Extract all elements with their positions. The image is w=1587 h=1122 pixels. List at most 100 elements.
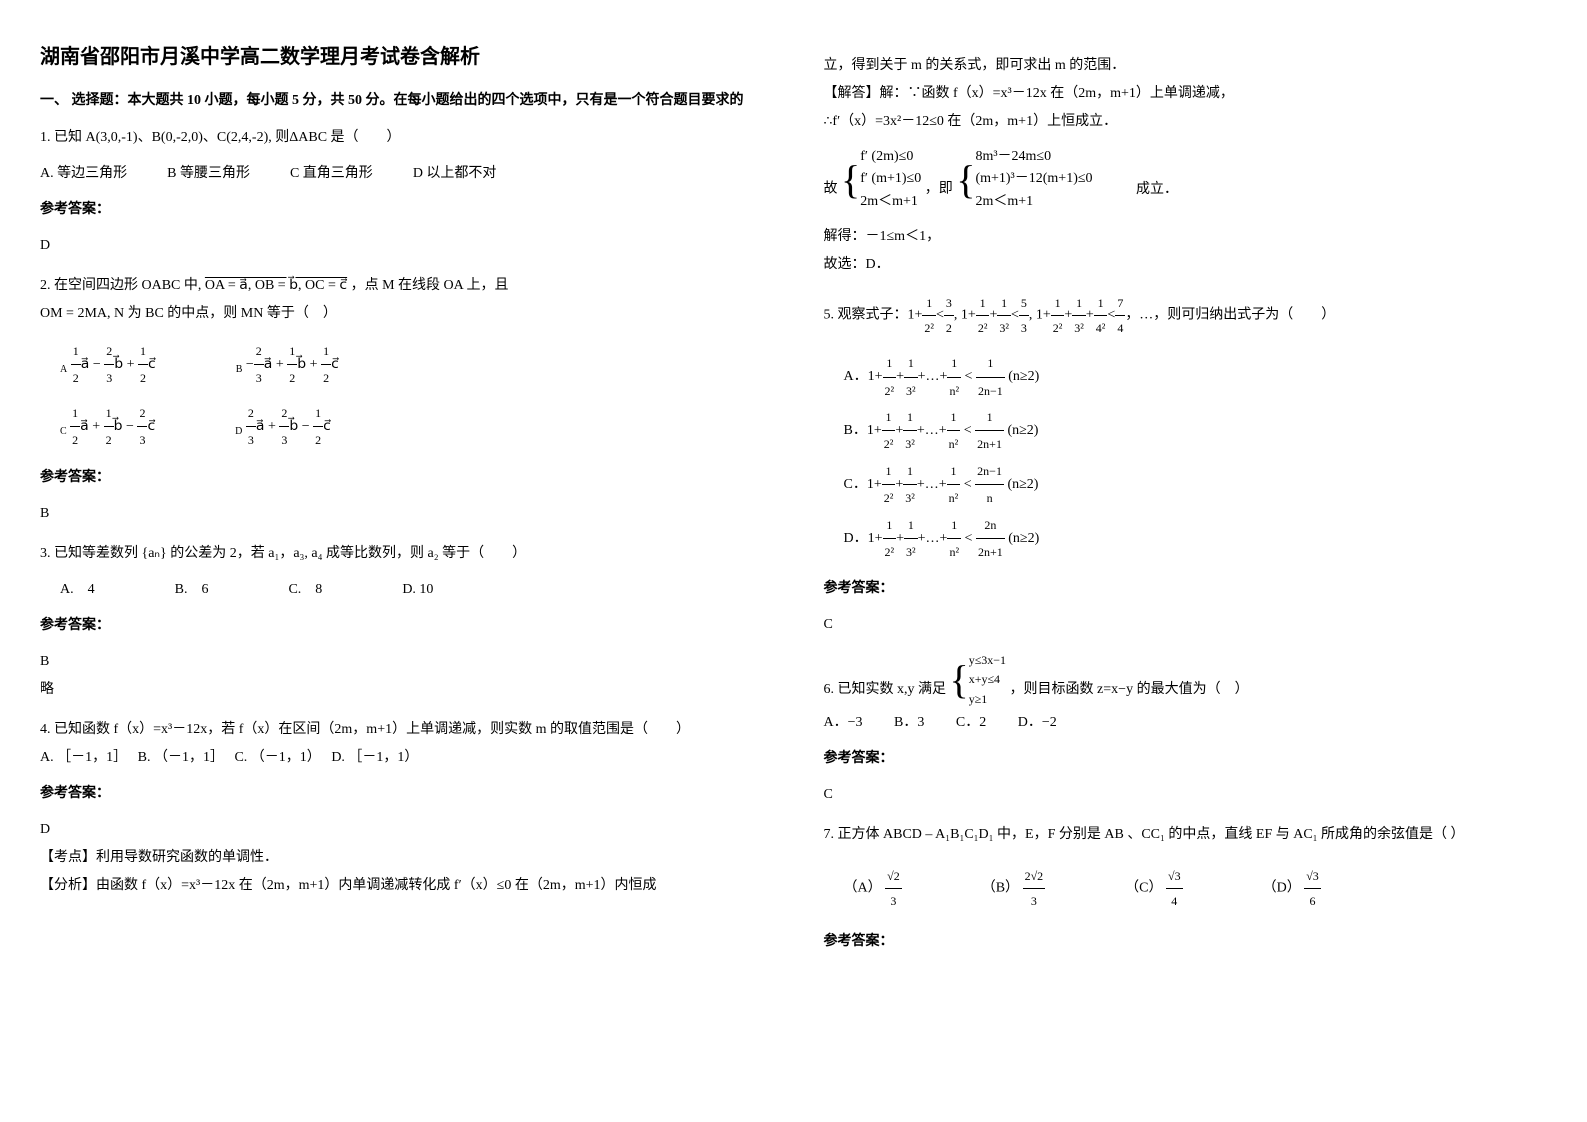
brace-icon: { bbox=[841, 160, 860, 200]
q4-b2-l3: 2m＜m+1 bbox=[975, 191, 1092, 213]
q7-optC-label: （C） bbox=[1125, 881, 1162, 896]
q6-answer-label: 参考答案： bbox=[824, 745, 1548, 773]
q3-optD: D. 10 bbox=[402, 576, 433, 604]
q4-b2-l2: (m+1)³－12(m+1)≤0 bbox=[975, 168, 1092, 190]
q1-answer: D bbox=[40, 232, 764, 260]
q7-answer-label: 参考答案： bbox=[824, 928, 1548, 956]
q4-answer-label: 参考答案： bbox=[40, 780, 764, 808]
q4-prefix: 故 bbox=[824, 182, 838, 197]
q4-c2-l5: 解得：－1≤m＜1， bbox=[824, 223, 1548, 251]
q3-options: A. 4 B. 6 C. 8 D. 10 bbox=[60, 576, 764, 604]
q4-b1-l2: f′ (m+1)≤0 bbox=[860, 168, 921, 190]
q2-stem-line2: OM = 2MA, N 为 BC 的中点，则 MN 等于（ ） bbox=[40, 300, 764, 328]
q4-brace-row: 故 { f′ (2m)≤0 f′ (m+1)≤0 2m＜m+1 ，即 { 8m³… bbox=[824, 146, 1548, 213]
q7-optD-label: （D） bbox=[1263, 881, 1301, 896]
q4-stem: 4. 已知函数 f（x）=x³－12x，若 f（x）在区间（2m，m+1）上单调… bbox=[40, 716, 764, 744]
q2-optA-label: A bbox=[60, 364, 67, 375]
q2-optB: B −23a⃗ + 12b⃗ + 12c⃗ bbox=[236, 338, 339, 392]
q6-prefix: 6. 已知实数 x,y 满足 bbox=[824, 682, 947, 697]
q7-optC: （C） √34 bbox=[1125, 864, 1182, 913]
q4-optA: A. ［－1，1］ bbox=[40, 750, 120, 765]
q4-c2-l1: 立，得到关于 m 的关系式，即可求出 m 的范围． bbox=[824, 52, 1548, 80]
q5-stem: 5. 观察式子：1+12²<32, 1+12²+13²<53, 1+12²+13… bbox=[824, 291, 1548, 340]
q1-optB: B 等腰三角形 bbox=[167, 160, 250, 188]
q2-optB-label: B bbox=[236, 364, 243, 375]
q3-note: 略 bbox=[40, 676, 764, 704]
q1-stem: 1. 已知 A(3,0,-1)、B(0,-2,0)、C(2,4,-2), 则ΔA… bbox=[40, 124, 764, 152]
q2-prefix: 2. 在空间四边形 OABC 中, bbox=[40, 278, 205, 293]
q3-stem: 3. 已知等差数列 {aₙ} 的公差为 2，若 a₁，a₃, a₄ 成等比数列，… bbox=[40, 540, 764, 568]
q6-suffix: ，则目标函数 z=x−y 的最大值为（ ） bbox=[1010, 682, 1249, 697]
q7-optA: （A） √23 bbox=[844, 864, 902, 913]
brace-icon: { bbox=[956, 160, 975, 200]
q4-brace1: f′ (2m)≤0 f′ (m+1)≤0 2m＜m+1 bbox=[860, 146, 921, 213]
q6-optD: D．−2 bbox=[1018, 715, 1057, 730]
q4-options: A. ［－1，1］ B. （－1，1］ C. （－1，1） D. ［－1，1） bbox=[40, 744, 764, 772]
q4-analysis-label: 【考点】利用导数研究函数的单调性． bbox=[40, 844, 764, 872]
question-4: 4. 已知函数 f（x）=x³－12x，若 f（x）在区间（2m，m+1）上单调… bbox=[40, 716, 764, 900]
brace-icon: { bbox=[950, 660, 969, 700]
q2-optC-label: C bbox=[60, 426, 67, 437]
q1-optD: D 以上都不对 bbox=[413, 160, 497, 188]
question-6: 6. 已知实数 x,y 满足 { y≤3x−1 x+y≤4 y≥1 ，则目标函数… bbox=[824, 651, 1548, 809]
q2-optD-label: D bbox=[235, 426, 242, 437]
question-5: 5. 观察式子：1+12²<32, 1+12²+13²<53, 1+12²+13… bbox=[824, 291, 1548, 639]
q6-b-l3: y≥1 bbox=[969, 690, 1006, 709]
q6-optA: A．−3 bbox=[824, 715, 863, 730]
q7-optB: （B） 2√23 bbox=[982, 864, 1045, 913]
q5-optB: B．1+12²+13²+…+1n² < 12n+1 (n≥2) bbox=[844, 404, 1528, 458]
q6-options: A．−3 B．3 C．2 D．−2 bbox=[824, 709, 1548, 737]
q2-optD: D 23a⃗ + 23b⃗ − 12c⃗ bbox=[235, 400, 331, 454]
q5-optC: C．1+12²+13²+…+1n² < 2n−1n (n≥2) bbox=[844, 458, 1528, 512]
q2-suffix: ，点 M 在线段 OA 上，且 bbox=[351, 278, 509, 293]
section1-header: 一、 选择题：本大题共 10 小题，每小题 5 分，共 50 分。在每小题给出的… bbox=[40, 89, 764, 109]
q3-optC: C. 8 bbox=[288, 576, 322, 604]
q7-optA-label: （A） bbox=[844, 881, 882, 896]
q6-stem: 6. 已知实数 x,y 满足 { y≤3x−1 x+y≤4 y≥1 ，则目标函数… bbox=[824, 651, 1548, 709]
q2-optA: A 12a⃗ − 23b⃗ + 12c⃗ bbox=[60, 338, 156, 392]
q5-optD: D．1+12²+13²+…+1n² < 2n2n+1 (n≥2) bbox=[844, 512, 1528, 566]
q6-b-l1: y≤3x−1 bbox=[969, 651, 1006, 670]
q4-b1-l1: f′ (2m)≤0 bbox=[860, 146, 921, 168]
question-1: 1. 已知 A(3,0,-1)、B(0,-2,0)、C(2,4,-2), 则ΔA… bbox=[40, 124, 764, 260]
q1-optA: A. 等边三角形 bbox=[40, 160, 127, 188]
q3-answer: B bbox=[40, 648, 764, 676]
q6-optC: C．2 bbox=[956, 715, 986, 730]
q6-optB: B．3 bbox=[894, 715, 924, 730]
q4-optD: D. ［－1，1） bbox=[331, 750, 418, 765]
q5-answer: C bbox=[824, 611, 1548, 639]
page-title: 湖南省邵阳市月溪中学高二数学理月考试卷含解析 bbox=[40, 40, 764, 69]
q2-stem-line1: 2. 在空间四边形 OABC 中, OA = a⃗, OB = b⃗, OC =… bbox=[40, 272, 764, 300]
q6-b-l2: x+y≤4 bbox=[969, 670, 1006, 689]
q3-optB: B. 6 bbox=[175, 576, 209, 604]
q3-answer-label: 参考答案： bbox=[40, 612, 764, 640]
q4-c2-l3: ∴f′（x）=3x²－12≤0 在（2m，m+1）上恒成立． bbox=[824, 108, 1548, 136]
q1-optC: C 直角三角形 bbox=[290, 160, 373, 188]
question-4-cont: 立，得到关于 m 的关系式，即可求出 m 的范围． 【解答】解：∵函数 f（x）… bbox=[824, 52, 1548, 279]
q2-answer-label: 参考答案： bbox=[40, 464, 764, 492]
q1-options: A. 等边三角形 B 等腰三角形 C 直角三角形 D 以上都不对 bbox=[40, 160, 764, 188]
q5-optA: A．1+12²+13²+…+1n² < 12n−1 (n≥2) bbox=[844, 350, 1528, 404]
q6-answer: C bbox=[824, 781, 1548, 809]
q7-stem: 7. 正方体 ABCD – A₁B₁C₁D₁ 中，E，F 分别是 AB 、CC₁… bbox=[824, 821, 1548, 849]
q4-suffix2: 成立． bbox=[1136, 182, 1178, 197]
q4-c2-l2: 【解答】解：∵函数 f（x）=x³－12x 在（2m，m+1）上单调递减， bbox=[824, 80, 1548, 108]
q4-b2-l1: 8m³－24m≤0 bbox=[975, 146, 1092, 168]
q4-mid: ，即 bbox=[925, 182, 953, 197]
q4-c2-l6: 故选：D． bbox=[824, 251, 1548, 279]
q1-answer-label: 参考答案： bbox=[40, 196, 764, 224]
q6-brace: y≤3x−1 x+y≤4 y≥1 bbox=[969, 651, 1006, 709]
q7-optB-label: （B） bbox=[982, 881, 1019, 896]
q4-analysis1: 【分析】由函数 f（x）=x³－12x 在（2m，m+1）内单调递减转化成 f′… bbox=[40, 872, 764, 900]
q2-answer: B bbox=[40, 500, 764, 528]
q4-optB: B. （－1，1］ bbox=[138, 750, 217, 765]
question-7: 7. 正方体 ABCD – A₁B₁C₁D₁ 中，E，F 分别是 AB 、CC₁… bbox=[824, 821, 1548, 956]
q4-answer: D bbox=[40, 816, 764, 844]
q4-brace2: 8m³－24m≤0 (m+1)³－12(m+1)≤0 2m＜m+1 bbox=[975, 146, 1092, 213]
question-3: 3. 已知等差数列 {aₙ} 的公差为 2，若 a₁，a₃, a₄ 成等比数列，… bbox=[40, 540, 764, 704]
q3-optA: A. 4 bbox=[60, 576, 95, 604]
q7-options: （A） √23 （B） 2√23 （C） √34 （D） √36 bbox=[844, 864, 1548, 913]
question-2: 2. 在空间四边形 OABC 中, OA = a⃗, OB = b⃗, OC =… bbox=[40, 272, 764, 528]
q4-optC: C. （－1，1） bbox=[234, 750, 313, 765]
q5-answer-label: 参考答案： bbox=[824, 575, 1548, 603]
